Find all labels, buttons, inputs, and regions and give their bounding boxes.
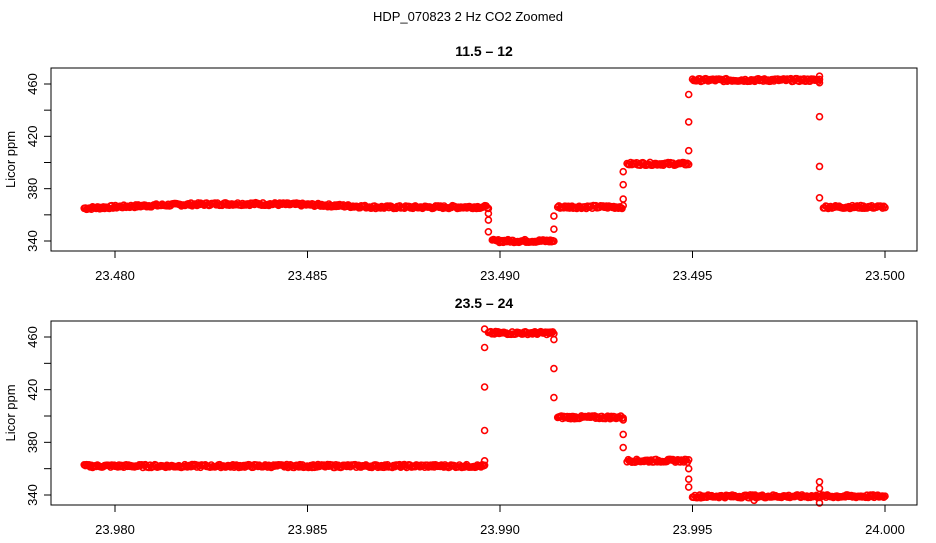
x-tick-label: 23.980: [95, 522, 135, 537]
y-tick-label: 460: [25, 73, 40, 95]
x-tick-label: 23.995: [673, 522, 713, 537]
panel-1-title: 11.5 – 12: [455, 43, 513, 59]
x-tick-label: 24.000: [865, 522, 905, 537]
x-tick-label: 23.480: [95, 268, 135, 283]
y-axis: 340 380 420 460: [25, 73, 51, 252]
panel-2-title: 23.5 – 24: [454, 295, 514, 311]
panel-1-plot: 23.480 23.485 23.490 23.495 23.500 340 380 420 4…: [3, 67, 918, 283]
panel-2-plot: 23.980 23.985 23.990 23.995 24.000 340 380 420 4…: [3, 320, 918, 537]
x-tick-label: 23.495: [673, 268, 713, 283]
x-tick-label: 23.490: [480, 268, 520, 283]
y-axis-label: Licor ppm: [3, 384, 18, 441]
plot-frame: [50, 67, 918, 252]
x-tick-label: 23.485: [288, 268, 328, 283]
data-points: [80, 72, 889, 247]
y-axis-label: Licor ppm: [3, 131, 18, 188]
plot-frame: [50, 320, 918, 506]
y-tick-label: 460: [25, 326, 40, 348]
y-tick-label: 380: [25, 431, 40, 453]
x-tick-label: 23.985: [288, 522, 328, 537]
x-axis: 23.480 23.485 23.490 23.495 23.500: [95, 251, 905, 283]
y-tick-label: 340: [25, 484, 40, 506]
x-tick-label: 23.500: [865, 268, 905, 283]
y-tick-label: 380: [25, 178, 40, 200]
y-axis: 340 380 420 460: [25, 326, 51, 506]
y-tick-label: 420: [25, 125, 40, 147]
x-tick-label: 23.990: [480, 522, 520, 537]
x-axis: 23.980 23.985 23.990 23.995 24.000: [95, 505, 905, 537]
figure-title: HDP_070823 2 Hz CO2 Zoomed: [372, 9, 564, 24]
data-points: [80, 325, 889, 507]
y-tick-label: 340: [25, 230, 40, 252]
y-tick-label: 420: [25, 379, 40, 401]
